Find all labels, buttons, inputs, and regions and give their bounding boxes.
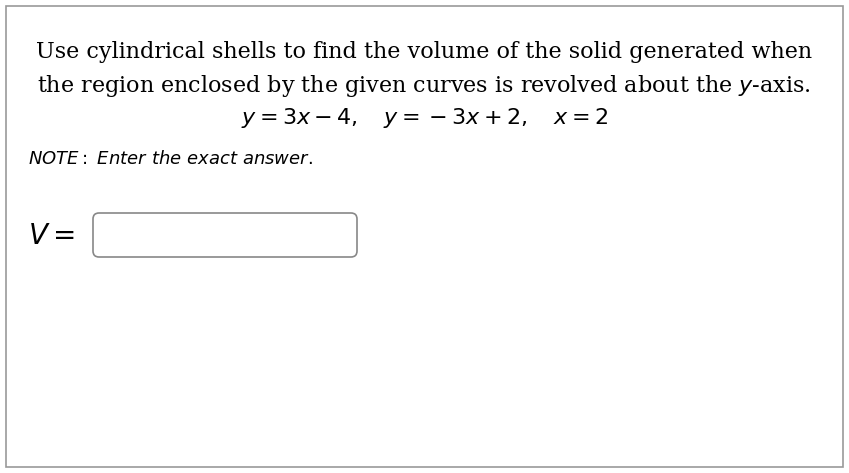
Text: $y = 3x - 4, \quad y = -3x + 2, \quad x = 2$: $y = 3x - 4, \quad y = -3x + 2, \quad x … bbox=[240, 106, 608, 130]
Text: $V =$: $V =$ bbox=[28, 222, 75, 249]
Text: $\mathit{NOTE{:}\ Enter\ the\ exact\ answer.}$: $\mathit{NOTE{:}\ Enter\ the\ exact\ ans… bbox=[28, 150, 312, 168]
Text: Use cylindrical shells to find the volume of the solid generated when: Use cylindrical shells to find the volum… bbox=[36, 41, 812, 63]
FancyBboxPatch shape bbox=[93, 213, 357, 257]
Text: the region enclosed by the given curves is revolved about the $y$-axis.: the region enclosed by the given curves … bbox=[37, 73, 811, 99]
